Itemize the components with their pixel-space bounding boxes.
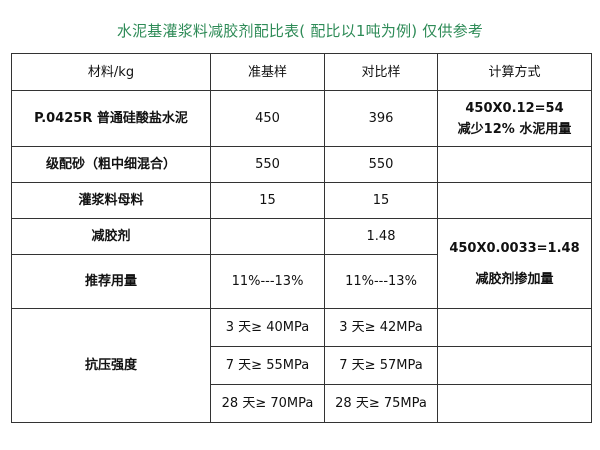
cement-name: P.0425R 普通硅酸盐水泥 bbox=[11, 90, 211, 147]
table-row-dosage: 推荐用量 11%---13% 11%---13% bbox=[11, 254, 592, 309]
table-row-grout: 灌浆料母料 15 15 bbox=[11, 182, 592, 219]
cement-compare: 396 bbox=[324, 90, 438, 147]
strength-28d-base: 28 天≥ 70MPa bbox=[210, 384, 325, 423]
sand-calc bbox=[437, 146, 592, 183]
header-base: 准基样 bbox=[210, 53, 325, 91]
cement-calc: 450X0.12=54 减少12% 水泥用量 bbox=[437, 90, 592, 147]
reducer-compare: 1.48 bbox=[324, 218, 438, 255]
grout-name: 灌浆料母料 bbox=[11, 182, 211, 219]
dosage-compare: 11%---13% bbox=[324, 254, 438, 309]
reducer-calc-formula: 450X0.0033=1.48 bbox=[449, 240, 580, 256]
table-row-reducer: 减胶剂 1.48 450X0.0033=1.48 减胶剂掺加量 bbox=[11, 218, 592, 309]
grout-base: 15 bbox=[210, 182, 325, 219]
strength-28d-compare: 28 天≥ 75MPa bbox=[324, 384, 438, 423]
grout-compare: 15 bbox=[324, 182, 438, 219]
header-compare: 对比样 bbox=[324, 53, 438, 91]
cement-calc-note: 减少12% 水泥用量 bbox=[457, 121, 572, 137]
dosage-name: 推荐用量 bbox=[11, 254, 211, 309]
table-row-strength-28d: 28 天≥ 70MPa 28 天≥ 75MPa bbox=[12, 384, 592, 423]
table-row-cement: P.0425R 普通硅酸盐水泥 450 396 450X0.12=54 减少12… bbox=[11, 90, 592, 147]
sand-compare: 550 bbox=[324, 146, 438, 183]
table-row-sand: 级配砂（粗中细混合） 550 550 bbox=[11, 146, 592, 183]
strength-28d-calc bbox=[437, 384, 592, 423]
reducer-calc: 450X0.0033=1.48 减胶剂掺加量 bbox=[437, 218, 592, 309]
header-calc: 计算方式 bbox=[437, 53, 592, 91]
strength-name: 抗压强度 bbox=[11, 308, 211, 423]
strength-3d-compare: 3 天≥ 42MPa bbox=[324, 308, 438, 347]
header-row: 材料/kg 准基样 对比样 计算方式 bbox=[11, 53, 592, 91]
dosage-base: 11%---13% bbox=[210, 254, 325, 309]
cement-base: 450 bbox=[210, 90, 325, 147]
table-title: 水泥基灌浆料减胶剂配比表( 配比以1吨为例) 仅供参考 bbox=[116, 22, 484, 40]
reducer-base bbox=[210, 218, 325, 255]
strength-7d-compare: 7 天≥ 57MPa bbox=[324, 346, 438, 385]
sand-base: 550 bbox=[210, 146, 325, 183]
cement-calc-formula: 450X0.12=54 bbox=[465, 100, 564, 116]
table-row-strength-3d: 抗压强度 3 天≥ 40MPa 3 天≥ 42MPa bbox=[11, 308, 592, 423]
strength-3d-base: 3 天≥ 40MPa bbox=[210, 308, 325, 347]
strength-3d-calc bbox=[437, 308, 592, 347]
strength-7d-calc bbox=[437, 346, 592, 385]
grout-calc bbox=[437, 182, 592, 219]
reducer-name: 减胶剂 bbox=[11, 218, 211, 255]
reducer-calc-note: 减胶剂掺加量 bbox=[475, 271, 554, 287]
table-row-strength-7d: 7 天≥ 55MPa 7 天≥ 57MPa bbox=[12, 346, 592, 385]
strength-7d-base: 7 天≥ 55MPa bbox=[210, 346, 325, 385]
mix-ratio-table: 材料/kg 准基样 对比样 计算方式 P.0425R 普通硅酸盐水泥 450 3… bbox=[11, 53, 592, 423]
sand-name: 级配砂（粗中细混合） bbox=[11, 146, 211, 183]
header-material: 材料/kg bbox=[11, 53, 211, 91]
